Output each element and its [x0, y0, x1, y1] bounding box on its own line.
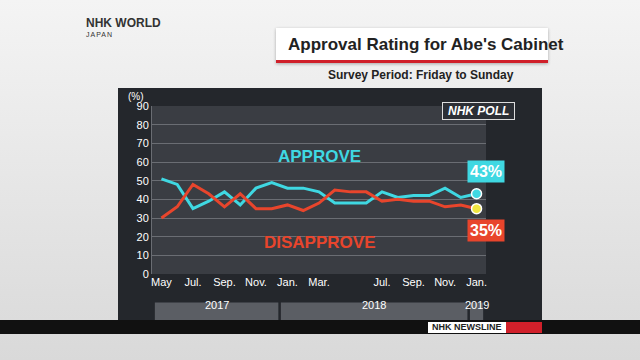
html-text:JAPAN: JAPAN	[86, 31, 113, 38]
html-text:Approval Rating for Abe's Cabi: Approval Rating for Abe's Cabinet	[288, 35, 564, 54]
svg-text:60: 60	[137, 156, 149, 168]
svg-text:50: 50	[137, 175, 149, 187]
svg-text:70: 70	[137, 137, 149, 149]
svg-text:(%): (%)	[128, 91, 144, 102]
html-text:Survey Period: Friday to Sunda: Survey Period: Friday to Sunday	[328, 68, 514, 82]
svg-text:90: 90	[137, 100, 149, 112]
svg-text:Jan.: Jan.	[277, 276, 298, 288]
svg-text:30: 30	[137, 212, 149, 224]
svg-text:20: 20	[137, 231, 149, 243]
svg-text:DISAPPROVE: DISAPPROVE	[264, 233, 375, 252]
svg-text:35%: 35%	[470, 222, 502, 239]
svg-text:10: 10	[137, 249, 149, 261]
html-text:NHK POLL: NHK POLL	[448, 104, 510, 118]
svg-text:2018: 2018	[362, 299, 386, 311]
html-text:NHK WORLD: NHK WORLD	[86, 16, 161, 30]
svg-text:Sep.: Sep.	[213, 276, 236, 288]
svg-text:43%: 43%	[470, 163, 502, 180]
svg-text:2017: 2017	[205, 299, 229, 311]
svg-text:Jan.: Jan.	[466, 276, 487, 288]
svg-text:Mar.: Mar.	[308, 276, 329, 288]
html-text:NHK NEWSLINE: NHK NEWSLINE	[432, 322, 502, 332]
svg-text:2019: 2019	[465, 299, 489, 311]
svg-text:40: 40	[137, 193, 149, 205]
svg-text:0: 0	[143, 268, 149, 280]
svg-text:Jul.: Jul.	[373, 276, 390, 288]
svg-text:80: 80	[137, 119, 149, 131]
svg-text:APPROVE: APPROVE	[278, 147, 361, 166]
svg-text:Jul.: Jul.	[184, 276, 201, 288]
svg-text:Nov.: Nov.	[434, 276, 456, 288]
svg-text:May: May	[151, 276, 172, 288]
svg-text:Nov.: Nov.	[245, 276, 267, 288]
svg-text:Sep.: Sep.	[402, 276, 425, 288]
